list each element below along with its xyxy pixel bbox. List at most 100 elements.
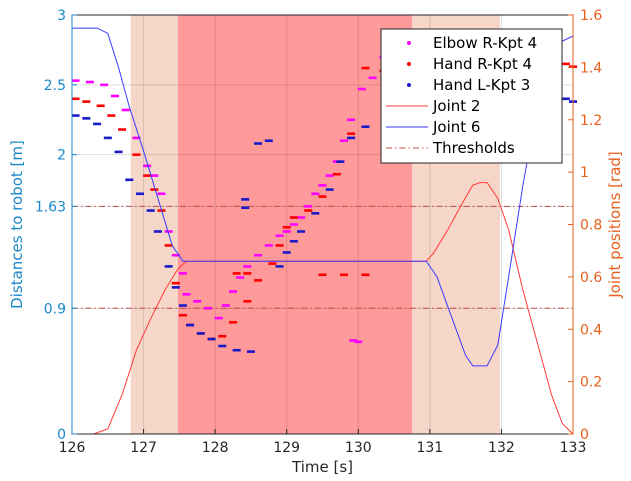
y-right-tick-label-5: 1 xyxy=(580,165,589,181)
data-point-2-18 xyxy=(254,142,263,145)
data-point-0-27 xyxy=(311,192,320,196)
data-point-2-26 xyxy=(336,160,345,163)
zone-warning-0 xyxy=(130,15,178,434)
data-point-2-15 xyxy=(218,344,227,348)
data-point-2-2 xyxy=(93,122,102,126)
data-point-2-8 xyxy=(153,230,162,233)
data-point-0-32 xyxy=(347,118,356,122)
x-tick-label-7: 133 xyxy=(560,440,587,456)
legend-label-1: Hand R-Kpt 4 xyxy=(433,55,532,73)
data-point-0-40 xyxy=(354,340,363,344)
data-point-0-14 xyxy=(203,307,212,310)
y-left-tick-label-1: 0.9 xyxy=(44,301,66,317)
data-point-2-0 xyxy=(71,114,80,117)
data-point-2-22 xyxy=(289,239,298,243)
y-right-tick-label-6: 1.2 xyxy=(580,113,602,129)
y-left-tick-label-4: 2.5 xyxy=(44,78,66,94)
legend-box xyxy=(380,28,563,164)
x-tick-label-6: 132 xyxy=(488,440,515,456)
x-tick-label-2: 128 xyxy=(202,440,229,456)
data-point-1-11 xyxy=(178,313,187,317)
data-point-1-5 xyxy=(132,153,141,156)
legend-label-3: Joint 2 xyxy=(432,97,480,115)
data-point-1-32 xyxy=(561,62,570,66)
data-point-1-20 xyxy=(275,244,284,247)
data-point-1-3 xyxy=(107,114,116,117)
data-point-1-25 xyxy=(332,172,341,176)
data-point-2-9 xyxy=(164,265,173,268)
y-right-tick-label-1: 0.2 xyxy=(580,375,602,391)
y-left-tick-label-2: 1.63 xyxy=(35,199,66,215)
data-point-0-1 xyxy=(85,80,94,84)
legend-marker-0 xyxy=(407,41,411,45)
data-point-1-15 xyxy=(218,334,227,338)
data-point-0-31 xyxy=(339,139,348,142)
data-point-0-18 xyxy=(236,276,245,279)
axis-ticks: 126 127 128 129 130 131 132 13300.91.6322.5300.… xyxy=(35,8,603,456)
data-point-1-36 xyxy=(361,273,370,277)
data-point-0-6 xyxy=(143,164,152,168)
data-point-2-13 xyxy=(196,332,205,335)
data-point-1-34 xyxy=(318,273,327,277)
data-point-0-22 xyxy=(275,234,284,237)
data-point-2-25 xyxy=(325,188,334,191)
y-right-tick-label-4: 0.8 xyxy=(580,218,602,234)
data-point-0-16 xyxy=(221,304,230,307)
y-left-tick-label-0: 0 xyxy=(57,427,66,443)
data-point-1-4 xyxy=(118,128,127,131)
data-point-2-19 xyxy=(264,139,273,142)
data-point-1-23 xyxy=(304,209,313,212)
data-point-0-4 xyxy=(121,108,130,112)
y-right-tick-label-7: 1.4 xyxy=(580,60,602,76)
data-point-1-35 xyxy=(339,273,348,277)
data-point-2-5 xyxy=(125,178,134,182)
x-axis-label: Time [s] xyxy=(291,458,353,476)
y-right-tick-label-2: 0.4 xyxy=(580,322,602,338)
data-point-0-33 xyxy=(357,87,366,91)
data-point-0-28 xyxy=(318,184,327,187)
legend-marker-2 xyxy=(407,83,411,87)
data-point-0-24 xyxy=(289,223,298,226)
data-point-2-33 xyxy=(561,97,570,101)
data-point-1-37 xyxy=(232,272,241,275)
y-axis-right-label: Joint positions [rad] xyxy=(606,151,624,299)
data-point-2-11 xyxy=(178,304,187,307)
legend-label-5: Thresholds xyxy=(432,139,515,157)
data-point-0-7 xyxy=(150,174,159,177)
data-point-2-23 xyxy=(297,230,306,233)
data-point-1-6 xyxy=(143,174,152,177)
legend: Elbow R-Kpt 4 Hand R-Kpt 4 Hand L-Kpt 3 Joi… xyxy=(380,28,563,164)
data-point-1-2 xyxy=(96,104,105,108)
x-tick-label-0: 126 xyxy=(59,440,86,456)
data-point-2-35 xyxy=(241,198,250,201)
data-point-2-12 xyxy=(186,323,195,327)
y-left-tick-label-3: 2 xyxy=(57,148,66,164)
data-point-1-27 xyxy=(361,66,370,70)
data-point-2-20 xyxy=(275,265,284,268)
data-point-2-21 xyxy=(282,251,291,254)
data-point-1-18 xyxy=(254,279,263,282)
data-point-0-21 xyxy=(264,244,273,247)
data-point-2-3 xyxy=(103,136,112,140)
data-point-2-24 xyxy=(311,212,320,215)
x-tick-label-5: 131 xyxy=(416,440,443,456)
data-point-0-15 xyxy=(214,316,223,320)
data-point-0-2 xyxy=(100,83,109,87)
legend-label-4: Joint 6 xyxy=(432,118,480,136)
data-point-1-17 xyxy=(243,300,252,303)
y-left-tick-label-5: 3 xyxy=(57,8,66,24)
data-point-0-34 xyxy=(368,76,377,80)
data-point-0-23 xyxy=(282,230,291,233)
data-point-2-16 xyxy=(232,348,241,352)
data-point-1-9 xyxy=(164,244,173,247)
data-point-1-1 xyxy=(82,100,91,103)
data-point-1-21 xyxy=(282,225,291,229)
data-point-0-8 xyxy=(157,192,166,196)
data-point-0-19 xyxy=(243,265,252,268)
data-point-0-26 xyxy=(304,205,313,208)
legend-label-0: Elbow R-Kpt 4 xyxy=(433,34,537,52)
legend-marker-1 xyxy=(407,62,411,66)
data-point-0-13 xyxy=(193,300,202,303)
data-point-0-0 xyxy=(71,79,80,82)
series-line-3 xyxy=(72,182,574,435)
